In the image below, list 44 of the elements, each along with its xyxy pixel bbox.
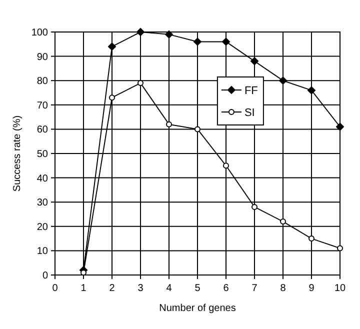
y-tick-label: 40	[36, 173, 48, 184]
point	[252, 204, 258, 210]
x-tick-label: 7	[252, 283, 258, 294]
point	[250, 57, 258, 66]
x-tick-label: 5	[194, 283, 201, 294]
point	[223, 162, 229, 169]
x-tick-label: 9	[308, 283, 315, 294]
x-tick-label: 8	[280, 283, 286, 294]
point	[165, 30, 173, 38]
y-tick-label: 50	[36, 149, 48, 160]
legend-label: SI	[244, 106, 255, 119]
point	[308, 86, 316, 94]
point	[194, 38, 202, 46]
point	[166, 121, 172, 128]
point	[136, 28, 144, 36]
legend-label: FF	[244, 84, 258, 97]
point	[108, 42, 116, 51]
x-tick-label: 2	[109, 283, 116, 294]
point	[222, 38, 230, 46]
point	[337, 245, 343, 252]
y-tick-label: 100	[31, 28, 48, 38]
x-axis-title: Number of genes	[159, 303, 236, 314]
point	[138, 80, 144, 86]
x-tick-label: 4	[166, 283, 172, 294]
y-tick-label: 70	[36, 100, 48, 112]
point	[308, 236, 314, 242]
x-tick-label: 3	[138, 283, 144, 294]
y-tick-label: 0	[42, 270, 48, 282]
point	[279, 76, 287, 85]
point	[194, 126, 200, 132]
y-tick-label: 80	[36, 76, 48, 88]
y-tick-label: 10	[36, 246, 48, 258]
x-tick-label: 1	[80, 283, 87, 294]
y-tick-label: 90	[36, 52, 48, 63]
x-tick-label: 0	[52, 283, 58, 294]
x-tick-label: 10	[334, 283, 346, 294]
y-axis-title: Success rate (%)	[12, 115, 23, 192]
point	[280, 218, 286, 225]
y-tick-label: 30	[36, 198, 48, 209]
point	[109, 94, 115, 101]
y-tick-label: 20	[36, 222, 48, 233]
x-tick-label: 6	[223, 283, 230, 294]
y-tick-label: 60	[36, 124, 48, 136]
point	[336, 122, 344, 131]
